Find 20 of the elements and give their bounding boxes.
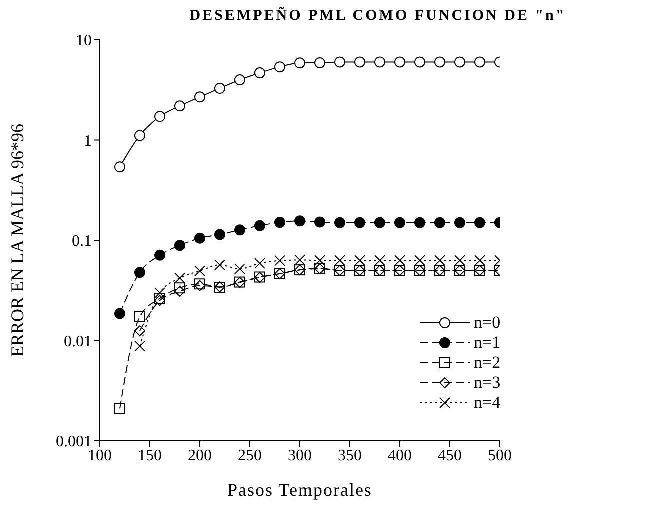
- x-tick-label: 250: [238, 447, 262, 464]
- x-tick-label: 450: [438, 447, 462, 464]
- chart-title: DESEMPEÑO PML COMO FUNCION DE "n": [188, 8, 568, 25]
- legend-label: n=2: [474, 353, 501, 373]
- x-tick-label: 400: [388, 447, 412, 464]
- legend-label: n=1: [474, 333, 501, 353]
- x-tick-label: 300: [288, 447, 312, 464]
- x-axis-title: Pasos Temporales: [226, 480, 374, 501]
- y-tick-label: 10: [76, 32, 92, 50]
- x-tick-label: 150: [138, 447, 162, 464]
- x-tick-label: 500: [488, 447, 512, 464]
- y-tick-label: 0.1: [72, 233, 92, 250]
- y-tick-label: 1: [84, 132, 92, 150]
- x-tick-label: 350: [338, 447, 362, 464]
- y-axis-title: ERROR EN LA MALLA 96*96: [8, 123, 28, 360]
- legend-label: n=4: [474, 393, 501, 413]
- legend-label: n=3: [474, 373, 501, 393]
- x-tick-label: 200: [188, 447, 212, 464]
- legend-label: n=0: [474, 313, 501, 333]
- y-tick-label: 0.01: [64, 333, 92, 350]
